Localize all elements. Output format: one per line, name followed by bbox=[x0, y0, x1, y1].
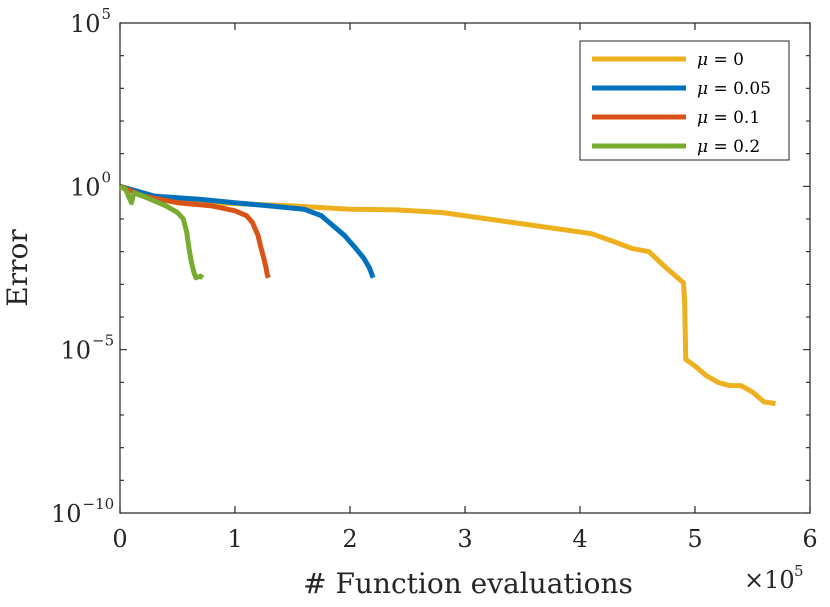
series-line-2 bbox=[119, 184, 271, 279]
x-tick-label: 4 bbox=[572, 525, 587, 553]
legend-label: μ = 0.05 bbox=[697, 79, 771, 99]
series-line-0 bbox=[119, 183, 776, 407]
series-lines bbox=[118, 183, 776, 407]
y-tick-base: 10 bbox=[70, 10, 101, 38]
y-tick-base: 10 bbox=[60, 337, 91, 365]
series-line-1 bbox=[119, 183, 376, 279]
y-tick-base: 10 bbox=[51, 500, 82, 528]
legend-entry: μ = 0.05 bbox=[592, 79, 771, 99]
legend-label: μ = 0 bbox=[697, 50, 744, 70]
y-tick-exponent: 0 bbox=[102, 168, 112, 186]
series-line-3 bbox=[118, 184, 205, 281]
x-tick-label: 6 bbox=[802, 525, 817, 553]
x-axis-label: # Function evaluations bbox=[303, 567, 633, 600]
y-tick-exponent: −5 bbox=[92, 332, 114, 350]
y-tick-label: 10 5 bbox=[70, 5, 111, 38]
x-tick-label: 2 bbox=[342, 525, 357, 553]
y-axis-label: Error bbox=[1, 229, 34, 307]
legend-entry: μ = 0.1 bbox=[592, 108, 760, 128]
legend-label: μ = 0.2 bbox=[697, 137, 760, 157]
y-tick-exponent: 5 bbox=[102, 5, 112, 23]
y-tick-base: 10 bbox=[70, 173, 101, 201]
svg-text:×10: ×10 bbox=[744, 566, 795, 594]
legend-entry: μ = 0 bbox=[592, 50, 744, 70]
svg-text:5: 5 bbox=[794, 562, 804, 580]
legend-entry: μ = 0.2 bbox=[592, 137, 760, 157]
x-tick-label: 3 bbox=[457, 525, 472, 553]
y-tick-label: 10 0 bbox=[70, 168, 111, 201]
legend: μ = 0 μ = 0.05 μ = 0.1 μ = 0.2 bbox=[579, 40, 790, 161]
y-tick-label: 10 −10 bbox=[51, 495, 114, 528]
x-tick-label: 0 bbox=[112, 525, 127, 553]
x-tick-label: 1 bbox=[227, 525, 242, 553]
x-tick-label: 5 bbox=[687, 525, 702, 553]
y-tick-exponent: −10 bbox=[83, 495, 115, 513]
x-scale-multiplier: ×10 5 bbox=[744, 562, 804, 594]
x-tick-labels: 0 1 2 3 4 5 6 bbox=[112, 525, 817, 553]
legend-label: μ = 0.1 bbox=[697, 108, 760, 128]
y-tick-label: 10 −5 bbox=[60, 332, 114, 365]
